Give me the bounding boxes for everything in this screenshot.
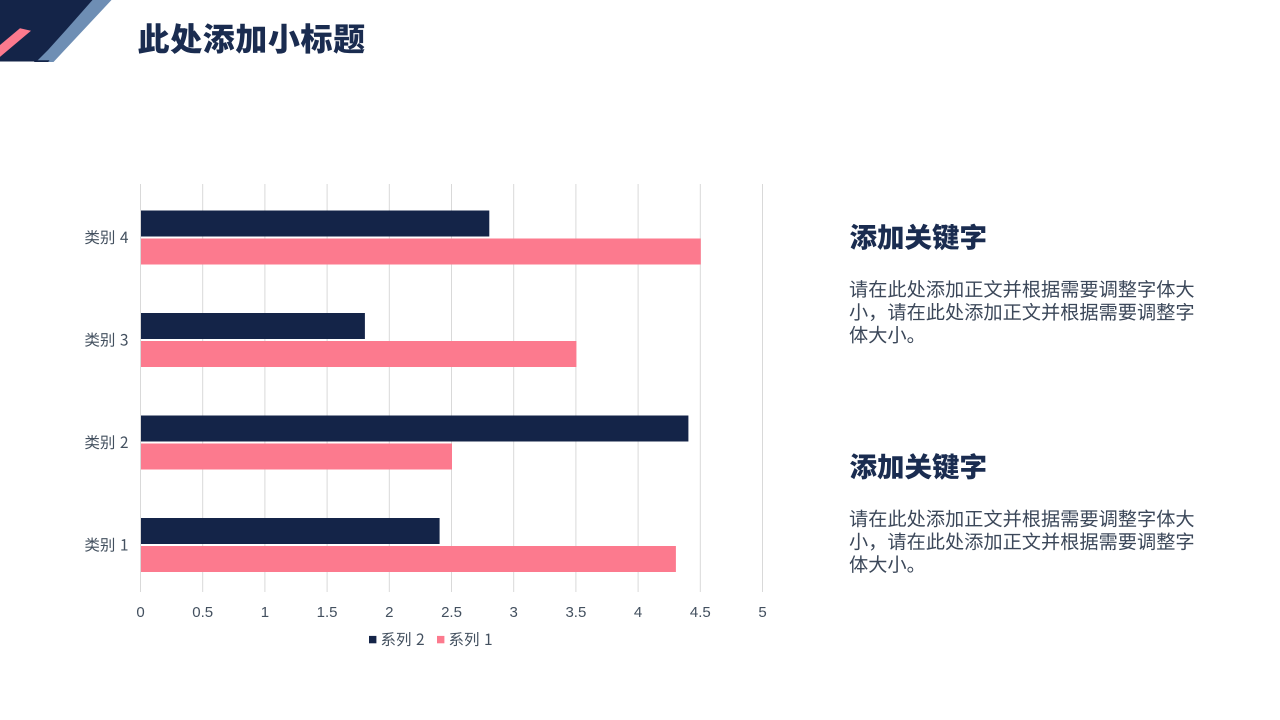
svg-text:3.5: 3.5 — [565, 604, 586, 621]
svg-text:3: 3 — [510, 604, 518, 621]
svg-text:1: 1 — [261, 604, 269, 621]
svg-text:2.5: 2.5 — [441, 604, 462, 621]
svg-text:4.5: 4.5 — [690, 604, 711, 621]
svg-text:2: 2 — [385, 604, 393, 621]
svg-text:4: 4 — [634, 604, 642, 621]
svg-text:0.5: 0.5 — [192, 604, 213, 621]
svg-text:1.5: 1.5 — [317, 604, 338, 621]
svg-text:0: 0 — [136, 604, 144, 621]
svg-text:5: 5 — [758, 604, 766, 621]
